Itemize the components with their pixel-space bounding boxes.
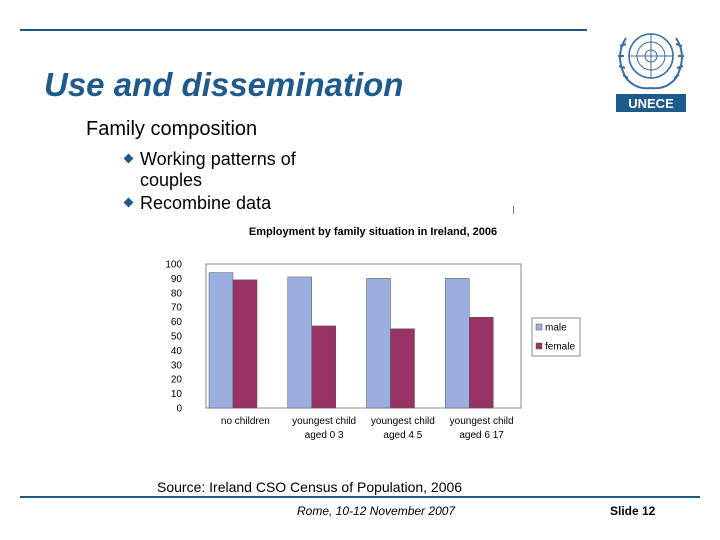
legend-label-male: male <box>545 323 567 334</box>
y-tick-label: 20 <box>171 375 183 386</box>
bottom-rule <box>20 496 700 498</box>
bullet-item: Working patterns of couples <box>110 149 360 191</box>
x-category-label: aged 0 3 <box>305 430 344 441</box>
source-note: Source: Ireland CSO Census of Population… <box>157 479 463 495</box>
bar-male-1 <box>287 276 312 409</box>
bar-female-0 <box>232 279 258 409</box>
bar-female-3 <box>469 317 494 409</box>
x-category-label: youngest child <box>450 416 514 427</box>
slide-title: Use and dissemination <box>44 66 404 103</box>
y-tick-label: 40 <box>171 346 183 357</box>
bar-female-2 <box>390 328 415 409</box>
y-tick-label: 10 <box>171 389 183 400</box>
bullet-item: Recombine data <box>110 193 360 214</box>
y-tick-label: 70 <box>171 303 183 314</box>
y-tick-label: 30 <box>171 360 183 371</box>
chart-title: Employment by family situation in Irelan… <box>249 226 497 238</box>
y-tick-label: 0 <box>176 404 182 415</box>
bar-male-0 <box>208 272 234 409</box>
diamond-bullet-icon <box>123 197 134 208</box>
un-emblem-icon <box>618 33 684 90</box>
diamond-bullet-icon <box>123 153 134 164</box>
bar-male-3 <box>445 278 470 409</box>
bullet-list: Working patterns of couples Recombine da… <box>110 149 360 214</box>
unece-logo: UNECE <box>616 33 686 112</box>
y-tick-label: 50 <box>171 332 183 343</box>
employment-chart: Employment by family situation in Irelan… <box>165 226 581 441</box>
bullet-text: Recombine data <box>140 193 272 213</box>
y-tick-label: 90 <box>171 274 183 285</box>
x-category-label: aged 6 17 <box>459 430 504 441</box>
y-tick-label: 80 <box>171 288 183 299</box>
legend-label-female: female <box>545 342 575 353</box>
y-tick-label: 60 <box>171 317 183 328</box>
bar-female-1 <box>311 325 336 409</box>
logo-text: UNECE <box>628 96 674 111</box>
top-rule <box>20 29 587 31</box>
y-tick-label: 100 <box>165 260 182 271</box>
x-category-label: no children <box>221 416 270 427</box>
footer-text: Rome, 10-12 November 2007 <box>297 504 456 518</box>
slide-number: Slide 12 <box>610 504 656 518</box>
x-category-label: aged 4 5 <box>383 430 422 441</box>
bar-male-2 <box>366 278 391 409</box>
stray-mark <box>513 206 514 214</box>
bullet-text: Working patterns of couples <box>140 149 296 190</box>
x-category-label: youngest child <box>292 416 356 427</box>
legend-swatch-male <box>535 323 543 331</box>
legend-swatch-female <box>535 342 543 350</box>
subheading: Family composition <box>86 118 258 140</box>
x-category-label: youngest child <box>371 416 435 427</box>
